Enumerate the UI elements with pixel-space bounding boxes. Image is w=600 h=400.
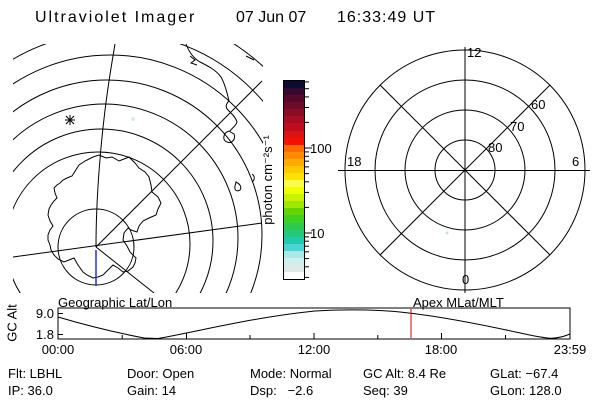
date-label: 07 Jun 07 [236,9,307,26]
strip-ytick-9: 9.0 [35,306,54,321]
strip-x-ticks [121,333,506,339]
status-flt: Flt: LBHL [8,366,63,381]
mlt-label-12: 12 [467,45,482,60]
mlt-label-18: 18 [347,154,362,169]
auroral-emission-smudge [131,117,135,121]
status-dsp: Dsp: −2.6 [250,383,314,398]
apex-polar-grid [338,47,590,293]
status-gc-alt: GC Alt: 8.4 Re [363,366,447,381]
strip-y-ticks [58,313,63,335]
strip-xtick-0000: 00:00 [41,342,75,357]
meridian-lines [13,44,263,293]
strip-xtick-1200: 12:00 [297,342,331,357]
geo-map-title: Geographic Lat/Lon [58,295,173,310]
auroral-emission-dot [445,231,449,235]
antarctica-coastline [47,154,162,279]
mlat-label-70: 70 [510,119,525,134]
mlt-label-0: 0 [462,272,470,287]
colorbar-axis-label: photon cm⁻²s⁻¹ [260,135,275,225]
status-mode: Mode: Normal [250,366,332,381]
upper-right-coastline [185,44,255,192]
spoke-nw-se [379,84,551,256]
gc-alt-curve [57,309,571,340]
status-seq: Seq: 39 [363,383,408,398]
colorbar-ticks [305,81,312,278]
status-gain: Gain: 14 [127,383,177,398]
colorbar-gradient [283,80,305,280]
strip-ytick-1-8: 1.8 [35,327,54,342]
colorbar-tick-100: 100 [310,141,332,156]
status-ip: IP: 36.0 [8,383,53,398]
gc-alt-strip-chart [57,307,571,340]
strip-xtick-1800: 18:00 [424,342,458,357]
mlat-label-80: 80 [488,140,503,155]
status-glon: GLon: 128.0 [490,383,562,398]
status-door: Door: Open [127,366,195,381]
geographic-map [13,44,263,293]
strip-y-axis-label: GC Alt [4,304,20,342]
page-title: Ultraviolet Imager [35,9,197,26]
strip-xtick-2359: 23:59 [553,342,587,357]
status-glat: GLat: −67.4 [490,366,559,381]
star-marker [65,115,75,125]
apex-plot-title: Apex MLat/MLT [413,295,504,310]
time-label: 16:33:49 UT [337,9,437,26]
mlt-label-6: 6 [572,154,580,169]
mlat-label-60: 60 [531,97,546,112]
strip-xtick-0600: 06:00 [169,342,203,357]
colorbar-tick-10: 10 [310,226,325,241]
